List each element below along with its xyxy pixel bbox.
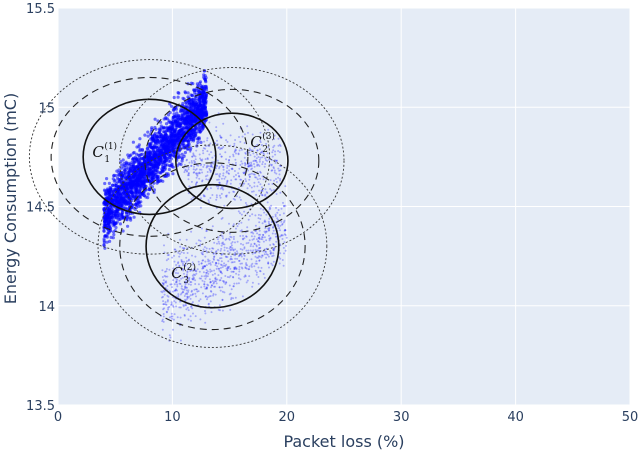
cluster-label-1: C — [92, 143, 104, 161]
dashed-circle-2 — [144, 88, 320, 233]
y-tick-label: 14.5 — [26, 201, 55, 216]
y-tick-label: 15 — [38, 101, 55, 116]
x-axis-ticks: 0 10 20 30 40 50 — [54, 410, 638, 425]
y-tick-label: 14 — [38, 300, 55, 315]
y-tick-label: 15.5 — [26, 2, 55, 17]
cluster-label-superscript-1: (1) — [104, 141, 117, 152]
cluster-label-subscript-1: 1 — [104, 155, 110, 165]
x-tick-label: 0 — [54, 410, 62, 425]
x-tick-label: 20 — [279, 410, 296, 425]
cluster-circles — [28, 59, 345, 348]
cluster-label-superscript-3: (2) — [183, 262, 196, 273]
y-axis-title: Energy Consumption (mC) — [1, 93, 20, 304]
dotted-circle-1 — [28, 59, 271, 255]
dotted-circle-3 — [97, 144, 328, 348]
dotted-circle-2 — [119, 67, 345, 255]
y-axis-ticks: 13.5 14 14.5 15 15.5 — [26, 2, 55, 414]
solid-circle-2 — [175, 112, 289, 210]
x-tick-label: 50 — [622, 410, 639, 425]
solid-circle-1 — [82, 98, 217, 216]
x-tick-label: 30 — [393, 410, 410, 425]
x-axis-title: Packet loss (%) — [283, 432, 404, 451]
y-tick-label: 13.5 — [26, 399, 55, 414]
grid-lines — [57, 7, 631, 406]
cluster-label-subscript-2: 2 — [262, 145, 268, 155]
cluster-label-2: C — [250, 133, 262, 151]
dashed-circle-3 — [119, 162, 306, 331]
solid-circle-3 — [145, 183, 280, 309]
cluster-label-superscript-2: (3) — [262, 131, 275, 142]
x-tick-label: 40 — [507, 410, 524, 425]
x-tick-label: 10 — [164, 410, 181, 425]
point-cloud-3 — [160, 185, 288, 342]
cluster-labels: C (1)1C (3)2C (2)3 — [92, 131, 275, 286]
cluster-label-3: C — [171, 264, 183, 282]
dashed-circle-1 — [50, 76, 249, 237]
cluster-label-subscript-3: 3 — [183, 276, 189, 286]
